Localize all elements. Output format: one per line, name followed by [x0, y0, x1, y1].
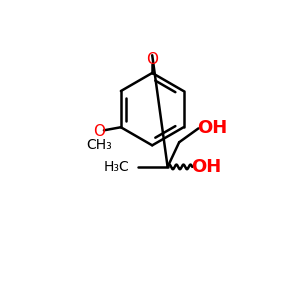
- Text: O: O: [93, 124, 105, 139]
- Text: O: O: [146, 52, 158, 68]
- Text: CH₃: CH₃: [86, 138, 112, 152]
- Text: H₃C: H₃C: [103, 160, 129, 174]
- Text: OH: OH: [191, 158, 221, 176]
- Text: OH: OH: [197, 119, 227, 137]
